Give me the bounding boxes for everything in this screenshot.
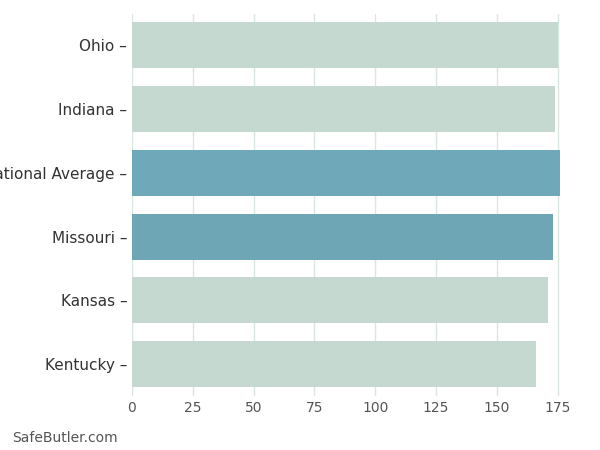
Bar [132,86,555,132]
Bar [132,150,560,196]
Bar [132,214,553,260]
Text: SafeButler.com: SafeButler.com [12,432,118,446]
Bar [132,341,536,387]
Bar [132,277,548,323]
Bar [132,22,557,68]
